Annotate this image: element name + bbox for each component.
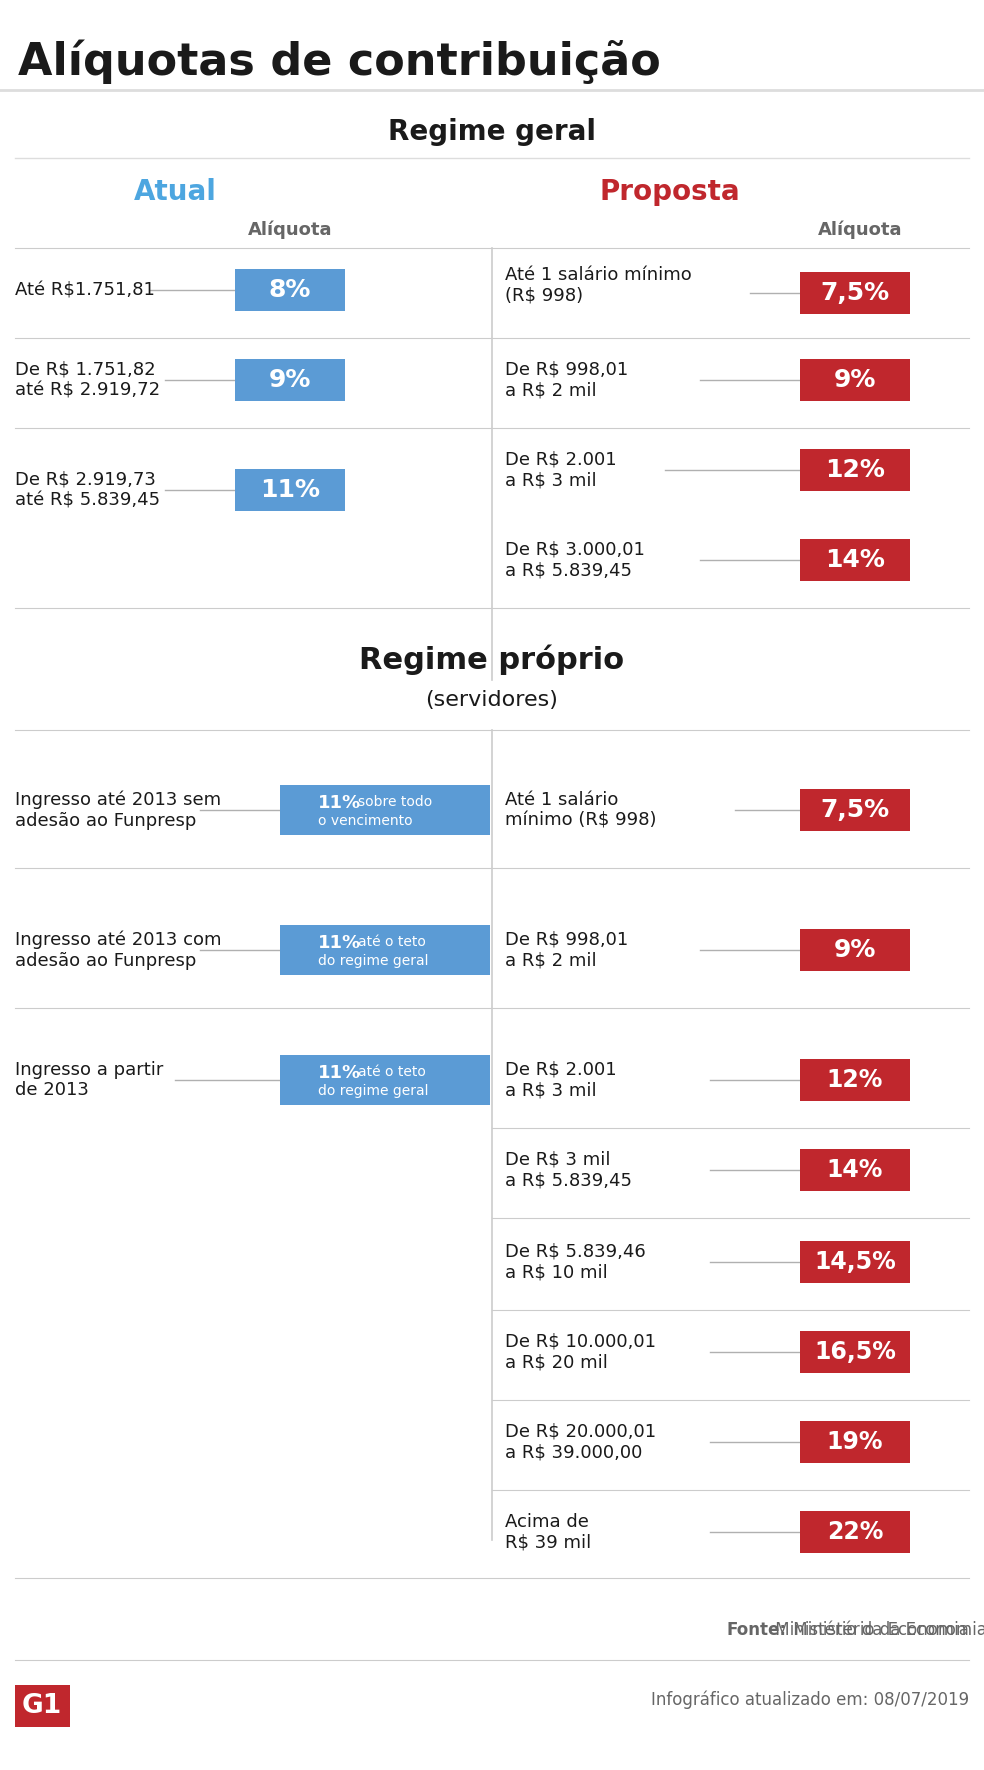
Text: 14%: 14% xyxy=(825,549,885,572)
Text: 22%: 22% xyxy=(827,1520,884,1543)
Text: 19%: 19% xyxy=(827,1430,884,1453)
Text: Ingresso a partir
de 2013: Ingresso a partir de 2013 xyxy=(15,1060,163,1099)
Text: De R$ 10.000,01
a R$ 20 mil: De R$ 10.000,01 a R$ 20 mil xyxy=(505,1333,656,1372)
Text: Ingresso até 2013 sem
adesão ao Funpresp: Ingresso até 2013 sem adesão ao Funpresp xyxy=(15,791,221,830)
FancyBboxPatch shape xyxy=(800,789,910,830)
FancyBboxPatch shape xyxy=(800,359,910,402)
Text: Proposta: Proposta xyxy=(599,179,740,205)
Text: até o teto: até o teto xyxy=(358,1066,426,1080)
Text: Até 1 salário
mínimo (R$ 998): Até 1 salário mínimo (R$ 998) xyxy=(505,791,656,830)
FancyBboxPatch shape xyxy=(800,1512,910,1552)
Text: De R$ 3 mil
a R$ 5.839,45: De R$ 3 mil a R$ 5.839,45 xyxy=(505,1150,632,1189)
Text: De R$ 20.000,01
a R$ 39.000,00: De R$ 20.000,01 a R$ 39.000,00 xyxy=(505,1423,656,1462)
Text: 9%: 9% xyxy=(833,938,876,963)
FancyBboxPatch shape xyxy=(280,1055,490,1104)
FancyBboxPatch shape xyxy=(800,1421,910,1464)
Text: De R$ 2.001
a R$ 3 mil: De R$ 2.001 a R$ 3 mil xyxy=(505,1060,617,1099)
Text: De R$ 998,01
a R$ 2 mil: De R$ 998,01 a R$ 2 mil xyxy=(505,931,628,970)
Text: Alíquotas de contribuição: Alíquotas de contribuição xyxy=(18,39,660,85)
Text: Regime geral: Regime geral xyxy=(388,119,596,145)
Text: De R$ 2.001
a R$ 3 mil: De R$ 2.001 a R$ 3 mil xyxy=(505,451,617,489)
Text: 16,5%: 16,5% xyxy=(814,1340,896,1365)
Text: De R$ 998,01
a R$ 2 mil: De R$ 998,01 a R$ 2 mil xyxy=(505,361,628,400)
Text: 9%: 9% xyxy=(269,368,311,391)
Text: (servidores): (servidores) xyxy=(425,690,559,710)
FancyBboxPatch shape xyxy=(800,1331,910,1374)
Text: 7,5%: 7,5% xyxy=(821,798,890,821)
FancyBboxPatch shape xyxy=(280,926,490,975)
FancyBboxPatch shape xyxy=(800,450,910,490)
Text: G1: G1 xyxy=(22,1692,62,1719)
Text: do regime geral: do regime geral xyxy=(318,954,428,968)
Text: Até R$1.751,81: Até R$1.751,81 xyxy=(15,281,154,299)
Text: Ingresso até 2013 com
adesão ao Funpresp: Ingresso até 2013 com adesão ao Funpresp xyxy=(15,931,221,970)
Text: De R$ 3.000,01
a R$ 5.839,45: De R$ 3.000,01 a R$ 5.839,45 xyxy=(505,540,645,579)
FancyBboxPatch shape xyxy=(800,929,910,972)
Text: De R$ 1.751,82
até R$ 2.919,72: De R$ 1.751,82 até R$ 2.919,72 xyxy=(15,361,160,400)
FancyBboxPatch shape xyxy=(800,273,910,313)
Text: Fonte: Ministério da Economia: Fonte: Ministério da Economia xyxy=(713,1621,964,1639)
Text: 7,5%: 7,5% xyxy=(821,281,890,304)
Text: Acima de
R$ 39 mil: Acima de R$ 39 mil xyxy=(505,1513,591,1551)
Text: do regime geral: do regime geral xyxy=(318,1083,428,1097)
Text: 12%: 12% xyxy=(827,1067,884,1092)
Text: 11%: 11% xyxy=(318,933,361,952)
Text: o vencimento: o vencimento xyxy=(318,814,412,828)
Text: Alíquota: Alíquota xyxy=(818,221,902,239)
Text: 12%: 12% xyxy=(825,458,885,481)
FancyBboxPatch shape xyxy=(235,359,345,402)
Text: Regime próprio: Regime próprio xyxy=(359,644,625,674)
Text: 14%: 14% xyxy=(827,1158,884,1182)
Text: De R$ 5.839,46
a R$ 10 mil: De R$ 5.839,46 a R$ 10 mil xyxy=(505,1243,646,1281)
Text: Até 1 salário mínimo
(R$ 998): Até 1 salário mínimo (R$ 998) xyxy=(505,266,692,304)
Text: 11%: 11% xyxy=(318,793,361,811)
FancyBboxPatch shape xyxy=(235,269,345,312)
Text: Atual: Atual xyxy=(134,179,216,205)
FancyBboxPatch shape xyxy=(15,1685,70,1728)
FancyBboxPatch shape xyxy=(800,1241,910,1283)
Text: 11%: 11% xyxy=(318,1064,361,1081)
FancyBboxPatch shape xyxy=(280,786,490,835)
Text: 9%: 9% xyxy=(833,368,876,391)
Text: Ministério da Economia: Ministério da Economia xyxy=(770,1621,969,1639)
FancyBboxPatch shape xyxy=(235,469,345,512)
Text: Infográfico atualizado em: 08/07/2019: Infográfico atualizado em: 08/07/2019 xyxy=(650,1690,969,1710)
Text: até o teto: até o teto xyxy=(358,936,426,949)
FancyBboxPatch shape xyxy=(800,540,910,581)
Text: 8%: 8% xyxy=(269,278,311,303)
Text: 14,5%: 14,5% xyxy=(814,1250,895,1274)
FancyBboxPatch shape xyxy=(800,1058,910,1101)
Text: sobre todo: sobre todo xyxy=(358,795,432,809)
Text: 11%: 11% xyxy=(260,478,320,503)
Text: Fonte:: Fonte: xyxy=(726,1621,786,1639)
Text: De R$ 2.919,73
até R$ 5.839,45: De R$ 2.919,73 até R$ 5.839,45 xyxy=(15,471,160,510)
Text: Ministério da Economia: Ministério da Economia xyxy=(788,1621,984,1639)
Text: Alíquota: Alíquota xyxy=(248,221,333,239)
FancyBboxPatch shape xyxy=(800,1149,910,1191)
